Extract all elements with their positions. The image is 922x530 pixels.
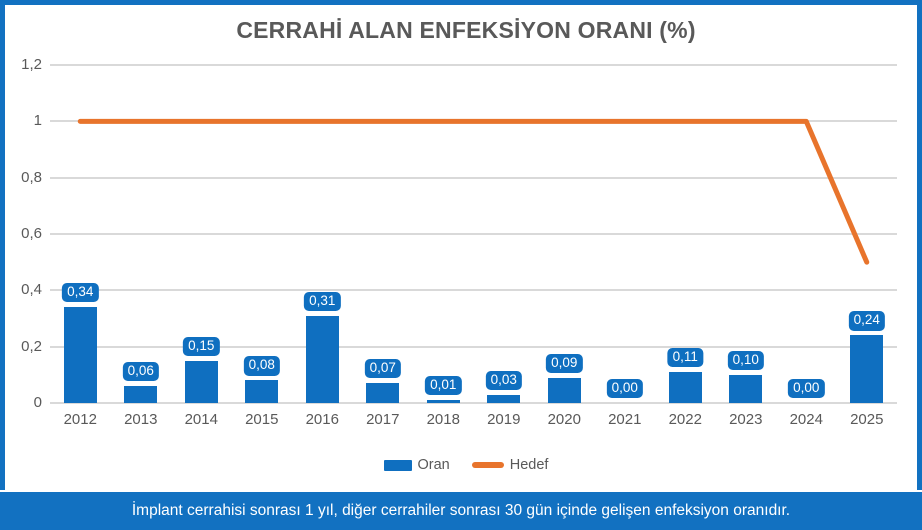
chart-frame: CERRAHİ ALAN ENFEKSİYON ORANI (%) 0,34 0,… (0, 0, 922, 490)
bar-data-label: 0,11 (667, 348, 703, 368)
bar-data-label: 0,09 (546, 353, 583, 373)
legend-bar-swatch-icon (383, 459, 412, 471)
bar[interactable] (426, 400, 460, 403)
x-axis-tick-label: 2019 (487, 411, 521, 428)
bar-data-label: 0,06 (122, 362, 159, 382)
chart-legend: Oran Hedef (5, 457, 922, 473)
bar[interactable] (366, 383, 400, 403)
x-axis-tick-label: 2012 (63, 411, 97, 428)
bar-data-label: 0,00 (788, 379, 825, 399)
x-axis: 2012 2013 2014 2015 2016 2017 2018 2019 2020 2021… (50, 5, 897, 445)
y-axis-tick-label: 1 (33, 112, 42, 130)
bar-data-label: 0,31 (304, 291, 341, 311)
x-axis-tick-label: 2020 (547, 411, 581, 428)
y-axis-tick-label: 1,2 (21, 56, 42, 73)
x-axis-tick-label: 2024 (789, 411, 823, 428)
x-axis-tick-label: 2021 (608, 411, 642, 428)
x-axis-tick-label: 2016 (305, 411, 339, 428)
bar[interactable] (124, 386, 158, 403)
x-axis-tick-label: 2022 (668, 411, 702, 428)
plot-area: 0,34 0,06 0,15 0,08 0,31 0,07 0,01 0,03 0,09 0,00… (50, 64, 897, 404)
bar-data-label: 0,03 (485, 370, 522, 390)
bar[interactable] (245, 380, 279, 403)
bar-data-label: 0,08 (243, 356, 280, 376)
x-axis-tick-label: 2023 (729, 411, 763, 428)
bar-data-label: 0,00 (606, 379, 643, 399)
x-axis-tick-label: 2025 (850, 411, 884, 428)
gridline (50, 233, 897, 235)
y-axis-tick-label: 0 (33, 394, 42, 411)
line-series-hedef (77, 118, 870, 265)
bar[interactable] (487, 394, 521, 403)
gridline (50, 176, 897, 179)
gridline (50, 64, 897, 66)
bar[interactable] (729, 374, 763, 403)
bar[interactable] (184, 360, 218, 403)
bar-data-label: 0,07 (364, 359, 401, 379)
x-axis-tick-label: 2013 (124, 411, 158, 428)
legend-line-swatch-icon (471, 462, 504, 468)
x-axis-tick-label: 2015 (245, 411, 279, 428)
legend-label-oran: Oran (417, 457, 450, 473)
legend-item-oran: Oran (383, 457, 450, 473)
gridline (50, 345, 897, 348)
gridline (50, 402, 897, 404)
bar-data-label: 0,10 (727, 350, 764, 370)
bar[interactable] (547, 377, 581, 403)
bar[interactable] (63, 307, 97, 403)
x-axis-tick-label: 2014 (184, 411, 218, 428)
bar[interactable] (668, 372, 702, 403)
bar[interactable] (850, 335, 884, 403)
caption-text: İmplant cerrahisi sonrası 1 yıl, diğer c… (131, 502, 791, 519)
bar-data-label: 0,15 (183, 336, 220, 356)
bar-data-label: 0,01 (425, 376, 462, 396)
y-axis-tick-label: 0,2 (21, 337, 42, 355)
x-axis-tick-label: 2017 (366, 411, 400, 428)
y-axis-tick-label: 0,8 (21, 168, 42, 186)
legend-item-hedef: Hedef (471, 457, 549, 473)
y-axis-tick-label: 0,6 (21, 225, 42, 242)
gridline (50, 289, 897, 292)
bar[interactable] (305, 315, 339, 403)
legend-label-hedef: Hedef (509, 457, 549, 473)
y-axis-tick-label: 0,4 (21, 281, 42, 299)
bar-data-label: 0,34 (62, 283, 99, 303)
bar-data-label: 0,24 (848, 311, 885, 331)
x-axis-tick-label: 2018 (426, 411, 460, 428)
chart-title: CERRAHİ ALAN ENFEKSİYON ORANI (%) (236, 17, 696, 43)
caption-bar: İmplant cerrahisi sonrası 1 yıl, diğer c… (0, 492, 922, 530)
